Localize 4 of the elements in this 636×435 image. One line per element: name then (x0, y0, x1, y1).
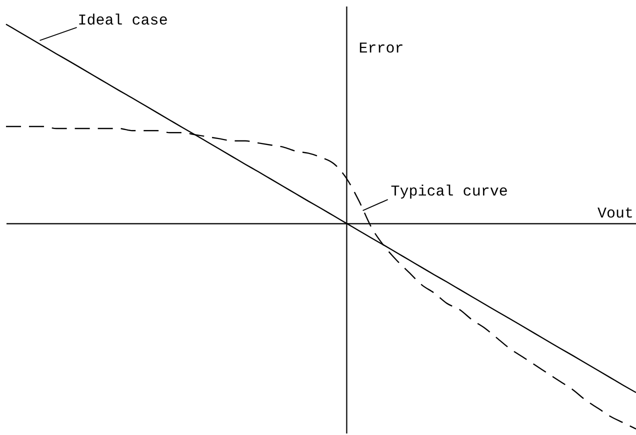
series-label: Typical curve (390, 184, 508, 201)
y-axis-title: Error (358, 40, 404, 58)
x-axis-title: Vout (597, 206, 634, 223)
text: Ideal case (78, 12, 168, 30)
